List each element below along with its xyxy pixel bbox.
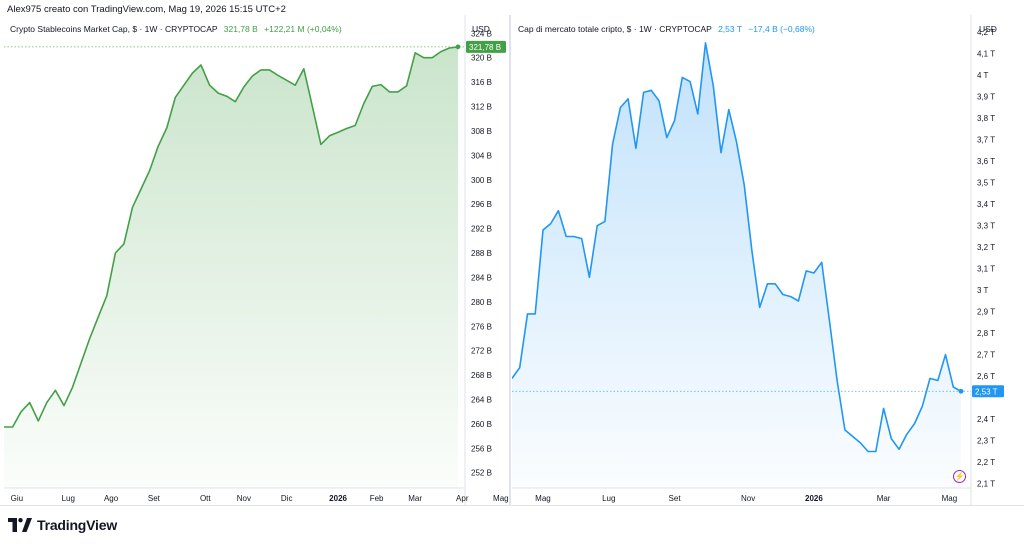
total-crypto-y-tick-label: 3,9 T	[977, 93, 995, 102]
stablecoins-y-tick-label: 288 B	[471, 249, 492, 258]
stablecoins-x-tick-label: Mag	[493, 494, 508, 503]
total-crypto-y-tick-label: 3,2 T	[977, 243, 995, 252]
total-crypto-y-tick-label: 4,1 T	[977, 50, 995, 59]
stablecoins-y-tick-label: 264 B	[471, 396, 492, 405]
stablecoins-legend-value: 321,78 B	[223, 24, 258, 34]
total-crypto-y-tick-label: 3 T	[977, 286, 989, 295]
total-crypto-series-line	[512, 42, 962, 453]
stablecoins-y-tick-label: 284 B	[471, 273, 492, 282]
stablecoins-y-tick-label: 268 B	[471, 371, 492, 380]
stablecoins-y-tick-label: 252 B	[471, 469, 492, 478]
stablecoins-area-fill	[4, 46, 458, 489]
stablecoins-x-tick-label: Feb	[370, 494, 384, 503]
stablecoins-y-tick-label: 300 B	[471, 176, 492, 185]
stablecoins-series-line	[4, 46, 459, 428]
total-crypto-y-tick-label: 3,3 T	[977, 222, 995, 231]
total-crypto-y-tick-label: 2,3 T	[977, 437, 995, 446]
stablecoins-x-tick-label: Nov	[237, 494, 251, 503]
total-crypto-y-tick-label: 3,5 T	[977, 179, 995, 188]
stablecoins-x-tick-label: Ott	[200, 494, 211, 503]
total-crypto-x-tick-label: Nov	[741, 494, 755, 503]
total-crypto-x-tick-label: Mag	[535, 494, 551, 503]
total-crypto-y-tick-label: 2,8 T	[977, 329, 995, 338]
total-crypto-chart-svg[interactable]: 4,2 T 4,1 T 4 T 3,9 T 3,8 T 3,7 T 3,6 T 3,5 T 3,…	[512, 15, 1020, 505]
total-crypto-y-tick-label: 2,6 T	[977, 372, 995, 381]
total-crypto-last-point	[958, 388, 964, 394]
stablecoins-x-tick-label: Set	[148, 494, 161, 503]
stablecoins-y-tick-label: 276 B	[471, 322, 492, 331]
stablecoins-last-point	[455, 44, 461, 50]
total-crypto-y-tick-label: 2,2 T	[977, 458, 995, 467]
total-crypto-x-tick-label: Set	[669, 494, 682, 503]
bottom-border	[0, 505, 1024, 506]
stablecoins-y-tick-label: 260 B	[471, 420, 492, 429]
stablecoins-y-tick-label: 324 B	[471, 29, 492, 38]
stablecoins-legend: Crypto Stablecoins Market Cap, $ · 1W · …	[10, 24, 342, 34]
total-crypto-y-tick-label: 3,8 T	[977, 114, 995, 123]
total-crypto-y-tick-label: 2,4 T	[977, 415, 995, 424]
total-crypto-x-tick-label: 2026	[805, 494, 823, 503]
stablecoins-y-tick-label: 304 B	[471, 151, 492, 160]
total-crypto-price-badge-label: 2,53 T	[975, 387, 998, 396]
stablecoins-x-tick-label: 2026	[329, 494, 347, 503]
brand[interactable]: TradingView	[8, 517, 117, 533]
total-crypto-y-tick-label: 4,2 T	[977, 28, 995, 37]
panel-divider[interactable]	[509, 15, 511, 505]
stablecoins-chart-panel[interactable]: 324 B 320 B 316 B 312 B 308 B 304 B 300 B 296 B…	[4, 15, 508, 505]
stablecoins-x-tick-label: Mar	[408, 494, 422, 503]
flash-icon[interactable]: ⚡	[953, 470, 966, 483]
stablecoins-price-badge-label: 321,78 B	[469, 43, 501, 52]
total-crypto-x-tick-label: Mar	[877, 494, 891, 503]
stablecoins-currency-label[interactable]: USD	[472, 24, 490, 34]
stablecoins-x-tick-label: Ago	[104, 494, 119, 503]
stablecoins-y-tick-label: 316 B	[471, 78, 492, 87]
stablecoins-y-tick-label: 312 B	[471, 103, 492, 112]
total-crypto-y-tick-label: 4 T	[977, 71, 989, 80]
stablecoins-y-tick-label: 280 B	[471, 298, 492, 307]
total-crypto-legend: Cap di mercato totale cripto, $ · 1W · C…	[518, 24, 815, 34]
total-crypto-y-tick-label: 3,4 T	[977, 200, 995, 209]
stablecoins-y-tick-label: 272 B	[471, 347, 492, 356]
brand-name: TradingView	[37, 517, 118, 533]
total-crypto-y-tick-label: 3,1 T	[977, 265, 995, 274]
stablecoins-x-tick-label: Dic	[281, 494, 293, 503]
tradingview-logo-icon	[8, 518, 32, 532]
total-crypto-price-badge	[972, 385, 1004, 398]
stablecoins-y-tick-label: 320 B	[471, 54, 492, 63]
stablecoins-legend-name: Crypto Stablecoins Market Cap, $ · 1W · …	[10, 24, 218, 34]
total-crypto-y-tick-label: 3,6 T	[977, 157, 995, 166]
stablecoins-y-tick-label: 256 B	[471, 444, 492, 453]
total-crypto-y-tick-label: 2,9 T	[977, 308, 995, 317]
stablecoins-y-tick-label: 308 B	[471, 127, 492, 136]
chart-header-title: Alex975 creato con TradingView.com, Mag …	[7, 4, 286, 15]
stablecoins-x-tick-label: Apr	[456, 494, 469, 503]
stablecoins-legend-change: +122,21 M (+0,04%)	[264, 24, 342, 34]
total-crypto-chart-panel[interactable]: 4,2 T 4,1 T 4 T 3,9 T 3,8 T 3,7 T 3,6 T 3,5 T 3,…	[512, 15, 1020, 505]
total-crypto-y-tick-label: 3,7 T	[977, 136, 995, 145]
total-crypto-legend-change: −17,4 B (−0,68%)	[748, 24, 815, 34]
stablecoins-x-tick-label: Lug	[62, 494, 75, 503]
stablecoins-price-badge	[466, 40, 506, 53]
stablecoins-chart-svg[interactable]: 324 B 320 B 316 B 312 B 308 B 304 B 300 B 296 B…	[4, 15, 508, 505]
stablecoins-y-tick-label: 292 B	[471, 225, 492, 234]
total-crypto-x-tick-label: Mag	[942, 494, 958, 503]
total-crypto-legend-value: 2,53 T	[718, 24, 742, 34]
total-crypto-currency-label[interactable]: USD	[979, 24, 997, 34]
stablecoins-y-tick-label: 296 B	[471, 200, 492, 209]
total-crypto-area-fill	[512, 42, 961, 489]
total-crypto-legend-name: Cap di mercato totale cripto, $ · 1W · C…	[518, 24, 712, 34]
total-crypto-x-tick-label: Lug	[602, 494, 615, 503]
total-crypto-y-tick-label: 2,1 T	[977, 480, 995, 489]
total-crypto-y-tick-label: 2,7 T	[977, 351, 995, 360]
stablecoins-x-tick-label: Giu	[11, 494, 23, 503]
